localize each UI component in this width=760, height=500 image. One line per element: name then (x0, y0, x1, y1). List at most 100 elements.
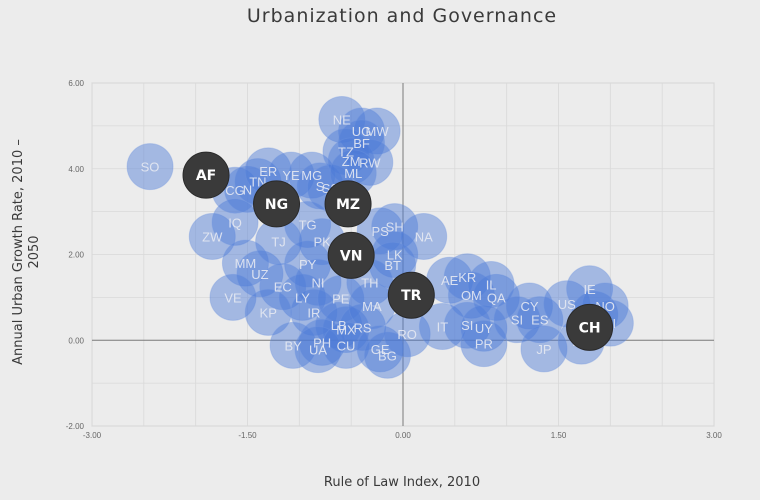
bubble-cu[interactable] (322, 321, 370, 369)
bubble-label: RS (354, 320, 372, 335)
bubble-label: AE (441, 273, 459, 288)
y-tick-label: 4.00 (68, 165, 84, 174)
bubble-label: SI (511, 313, 523, 328)
bubble-label: KP (260, 305, 277, 320)
highlight-bubble-ch[interactable] (566, 303, 614, 351)
bubble-label: MW (366, 124, 390, 139)
bubble-mg[interactable] (288, 151, 336, 199)
bubble-label: ZW (202, 229, 223, 244)
bubble-mx[interactable] (322, 306, 370, 354)
bubble-label: QA (487, 290, 506, 305)
bubble-label: SO (141, 160, 160, 175)
bubble-label: CG (225, 183, 245, 198)
bubble-label: IT (437, 320, 449, 335)
bubble-label: SI (461, 318, 473, 333)
y-tick-label: 0.00 (68, 336, 84, 345)
bubble-ve[interactable] (209, 273, 257, 321)
bubble-label: BG (378, 348, 397, 363)
bubble-rw[interactable] (346, 138, 394, 186)
bubble-uy[interactable] (460, 304, 508, 352)
bubble-label: MX (336, 323, 356, 338)
highlight-bubble-ng[interactable] (253, 180, 301, 228)
bubble-il[interactable] (467, 261, 515, 309)
highlight-bubble-af[interactable] (182, 151, 230, 199)
bubble-qa[interactable] (472, 273, 520, 321)
y-tick-label: -2.00 (66, 422, 85, 431)
axes (92, 83, 714, 426)
bubble-label: EC (274, 280, 292, 295)
bubble-ne[interactable] (318, 95, 366, 143)
bubble-ug[interactable] (338, 107, 386, 155)
bubble-label: OM (461, 288, 482, 303)
bubble-ua[interactable] (294, 326, 342, 374)
bubble-label: IQ (228, 215, 242, 230)
bubble-by[interactable] (269, 321, 317, 369)
bubble-mm[interactable] (221, 239, 269, 287)
x-axis-label: Rule of Law Index, 2010 (324, 475, 480, 490)
bubble-label: UZ (251, 267, 268, 282)
bubble-ph[interactable] (298, 318, 346, 366)
y-axis-label-line-1: Annual Urban Growth Rate, 2010 – (11, 139, 26, 365)
x-tick-label: 0.00 (395, 431, 411, 440)
highlighted-bubbles: AF NG MZ VN TR CH (182, 151, 614, 351)
bubble-label: ML (344, 166, 362, 181)
bubble-sh[interactable] (371, 203, 419, 251)
bubble-label: RO (397, 327, 417, 342)
highlight-bubble-tr[interactable] (387, 271, 435, 319)
bubble-bg[interactable] (363, 331, 411, 379)
bubble-label: NE (333, 112, 351, 127)
bubble-tz[interactable] (322, 128, 370, 176)
bubble-label: UY (475, 321, 493, 336)
bubble-label: IR (307, 305, 320, 320)
bubble-label: KR (458, 270, 476, 285)
bubble-rs[interactable] (339, 303, 387, 351)
bubble-label: CY (520, 299, 538, 314)
bubble-label: MG (301, 168, 322, 183)
bubble-na[interactable] (400, 212, 448, 260)
bubbles: SOZWIQCGNTNERYEMGSSSMMUZTJTGPKPYECLYNIVE… (126, 95, 634, 379)
highlight-label: AF (196, 168, 216, 184)
bubble-si[interactable] (493, 296, 541, 344)
bubble-si[interactable] (443, 301, 491, 349)
bubble-jp[interactable] (520, 325, 568, 373)
x-tick-label: 1.50 (551, 431, 567, 440)
bubble-label: TJ (271, 235, 285, 250)
bubble-ni[interactable] (294, 258, 342, 306)
bubble-zw[interactable] (188, 212, 236, 260)
bubble-cy[interactable] (505, 282, 553, 330)
bubble-so[interactable] (126, 143, 174, 191)
highlight-bubble-mz[interactable] (324, 180, 372, 228)
bubble-uz[interactable] (236, 250, 284, 298)
y-axis-label: Annual Urban Growth Rate, 2010 –2050 (11, 139, 42, 365)
highlight-label: NG (265, 197, 288, 213)
bubble-ec[interactable] (259, 263, 307, 311)
bubble-ly[interactable] (278, 273, 326, 321)
bubble-mw[interactable] (353, 107, 401, 155)
bubble-es[interactable] (516, 296, 564, 344)
bubble-label: UG (352, 124, 372, 139)
highlight-bubble-vn[interactable] (327, 231, 375, 279)
bubble-ge[interactable] (356, 325, 404, 373)
bubble-label: IL (486, 278, 497, 293)
bubble-bf[interactable] (338, 119, 386, 167)
bubble-iq[interactable] (211, 198, 259, 246)
bubble-pr[interactable] (460, 320, 508, 368)
bubble-lb[interactable] (315, 301, 363, 349)
bubble-label: YE (282, 168, 300, 183)
bubble-it[interactable] (418, 303, 466, 351)
bubble-label: TZ (338, 145, 354, 160)
bubble-om[interactable] (447, 271, 495, 319)
bubble-kr[interactable] (443, 253, 491, 301)
y-tick-label: 2.00 (68, 251, 84, 260)
bubble-label: LK (387, 248, 403, 263)
bubble-kp[interactable] (244, 288, 292, 336)
bubble-label: BF (353, 136, 370, 151)
bubble-ir[interactable] (290, 288, 338, 336)
bubble-label: UA (309, 343, 327, 358)
bubble-label: PY (299, 257, 317, 272)
y-tick-label: 6.00 (68, 79, 84, 88)
y-axis-label-line-2: 2050 (27, 235, 42, 268)
highlight-label: CH (579, 320, 601, 336)
x-tick-label: -1.50 (238, 431, 257, 440)
